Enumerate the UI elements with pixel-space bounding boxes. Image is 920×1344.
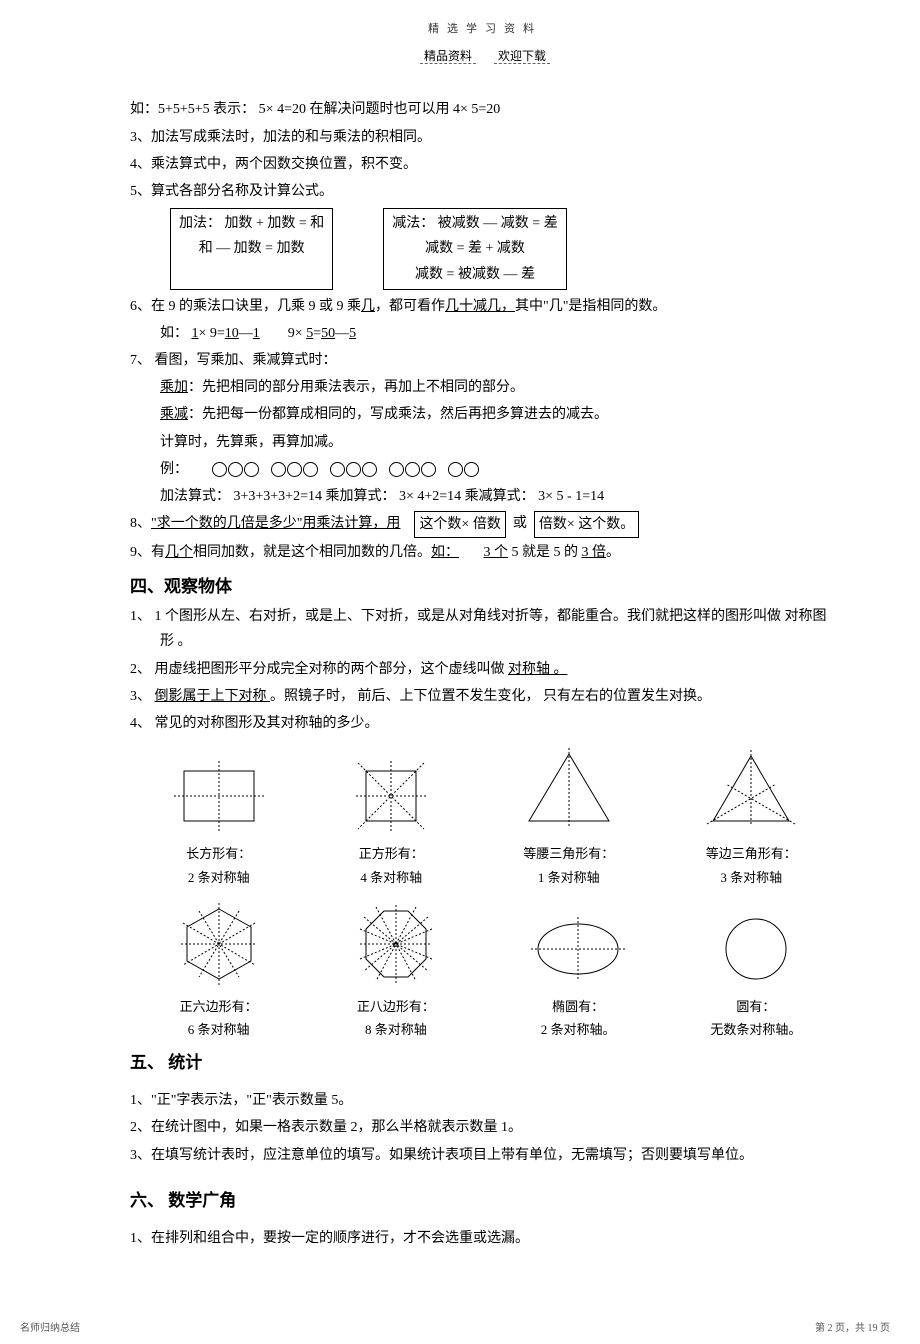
shape-label: 椭圆有： [523, 995, 633, 1018]
circles-example: 例： [160, 457, 840, 482]
header-top: 精选学习资料 [130, 20, 840, 40]
rectangle-svg [169, 756, 269, 836]
text-line: 加法算式： 3+3+3+3+2=14 乘加算式： 3× 4+2=14 乘减算式：… [160, 484, 840, 509]
shape-axes: 4 条对称轴 [346, 866, 436, 889]
box-line: 减法： 被减数 — 减数 = 差 [392, 211, 557, 236]
shapes-row-1: 长方形有： 2 条对称轴 正方形有： 4 条对称轴 等腰三角形有： 1 条对称轴 [130, 746, 840, 889]
shape-hexagon: 正六边形有： 6 条对称轴 [169, 899, 269, 1042]
text-line: 6、在 9 的乘法口诀里，几乘 9 或 9 乘几，都可看作几十减几，其中"几"是… [130, 294, 840, 319]
box-line: 和 — 加数 = 加数 [179, 236, 324, 261]
box-line: 加法： 加数 + 加数 = 和 [179, 211, 324, 236]
shape-axes: 2 条对称轴。 [523, 1018, 633, 1041]
shape-label: 等腰三角形有： [514, 842, 624, 865]
header-sub-left: 精品资料 [420, 49, 476, 64]
text-line: 1、在排列和组合中，要按一定的顺序进行，才不会选重或选漏。 [130, 1226, 840, 1251]
text-line: 2、在统计图中，如果一格表示数量 2，那么半格就表示数量 1。 [130, 1115, 840, 1140]
inline-box: 倍数× 这个数。 [534, 511, 639, 538]
shape-octagon: 正八边形有： 8 条对称轴 [346, 899, 446, 1042]
shape-label: 等边三角形有： [701, 842, 801, 865]
circle-svg [711, 909, 801, 989]
header-sub-right: 欢迎下载 [494, 49, 550, 64]
footer-right: 第 2 页，共 19 页 [815, 1320, 890, 1338]
box-line: 减数 = 被减数 — 差 [392, 262, 557, 287]
text-line: 1、 1 个图形从左、右对折，或是上、下对折，或是从对角线对折等，都能重合。我们… [130, 604, 840, 654]
text-line: 8、"求一个数的几倍是多少"用乘法计算，用 这个数× 倍数 或 倍数× 这个数。 [130, 511, 840, 538]
shape-label: 长方形有： [169, 842, 269, 865]
addition-box: 加法： 加数 + 加数 = 和 和 — 加数 = 加数 [170, 208, 333, 290]
section-title-4: 四、观察物体 [130, 572, 840, 603]
header-sub: 精品资料 欢迎下载 [130, 46, 840, 68]
equilateral-svg [701, 746, 801, 836]
shape-isosceles: 等腰三角形有： 1 条对称轴 [514, 746, 624, 889]
section-title-5: 五、 统计 [130, 1048, 840, 1079]
text-line: 4、乘法算式中，两个因数交换位置，积不变。 [130, 152, 840, 177]
text-line: 9、有几个相同加数，就是这个相同加数的几倍。如： 3 个 5 就是 5 的 3 … [130, 540, 840, 565]
shape-label: 正方形有： [346, 842, 436, 865]
shape-ellipse: 椭圆有： 2 条对称轴。 [523, 909, 633, 1042]
shape-axes: 6 条对称轴 [169, 1018, 269, 1041]
shape-label: 圆有： [710, 995, 801, 1018]
octagon-svg [346, 899, 446, 989]
shape-label: 正六边形有： [169, 995, 269, 1018]
text-line: 乘加：先把相同的部分用乘法表示，再加上不相同的部分。 [160, 375, 840, 400]
text-line: 7、 看图，写乘加、乘减算式时： [130, 348, 840, 373]
ellipse-svg [523, 909, 633, 989]
shape-axes: 无数条对称轴。 [710, 1018, 801, 1041]
box-line: 减数 = 差 + 减数 [392, 236, 557, 261]
square-svg [346, 756, 436, 836]
shape-axes: 2 条对称轴 [169, 866, 269, 889]
shape-circle: 圆有： 无数条对称轴。 [710, 909, 801, 1042]
text-line: 4、 常见的对称图形及其对称轴的多少。 [130, 711, 840, 736]
text-line: 如：5+5+5+5 表示： 5× 4=20 在解决问题时也可以用 4× 5=20 [130, 97, 840, 122]
text-line: 5、算式各部分名称及计算公式。 [130, 179, 840, 204]
shape-label: 正八边形有： [346, 995, 446, 1018]
shapes-row-2: 正六边形有： 6 条对称轴 正八边形有： 8 条对称轴 [130, 899, 840, 1042]
text-line: 计算时，先算乘，再算加减。 [160, 430, 840, 455]
shape-axes: 8 条对称轴 [346, 1018, 446, 1041]
footer-left: 名师归纳总结 [20, 1320, 80, 1338]
text-line: 2、 用虚线把图形平分成完全对称的两个部分，这个虚线叫做 对称轴 。 [130, 657, 840, 682]
shape-rectangle: 长方形有： 2 条对称轴 [169, 756, 269, 889]
isosceles-svg [514, 746, 624, 836]
formula-boxes: 加法： 加数 + 加数 = 和 和 — 加数 = 加数 减法： 被减数 — 减数… [170, 208, 840, 290]
shape-axes: 3 条对称轴 [701, 866, 801, 889]
text-line: 乘减：先把每一份都算成相同的，写成乘法，然后再把多算进去的减去。 [160, 402, 840, 427]
text-line: 3、加法写成乘法时，加法的和与乘法的积相同。 [130, 125, 840, 150]
text-line: 如： 1× 9=10—1 9× 5=50—5 [160, 321, 840, 346]
subtraction-box: 减法： 被减数 — 减数 = 差 减数 = 差 + 减数 减数 = 被减数 — … [383, 208, 566, 290]
text-line: 3、 倒影属于上下对称 。照镜子时， 前后、上下位置不发生变化， 只有左右的位置… [130, 684, 840, 709]
hexagon-svg [169, 899, 269, 989]
section-title-6: 六、 数学广角 [130, 1186, 840, 1217]
text-line: 1、"正"字表示法，"正"表示数量 5。 [130, 1088, 840, 1113]
text-line: 3、在填写统计表时，应注意单位的填写。如果统计表项目上带有单位，无需填写；否则要… [130, 1143, 840, 1168]
inline-box: 这个数× 倍数 [414, 511, 505, 538]
shape-square: 正方形有： 4 条对称轴 [346, 756, 436, 889]
shape-axes: 1 条对称轴 [514, 866, 624, 889]
shape-equilateral: 等边三角形有： 3 条对称轴 [701, 746, 801, 889]
